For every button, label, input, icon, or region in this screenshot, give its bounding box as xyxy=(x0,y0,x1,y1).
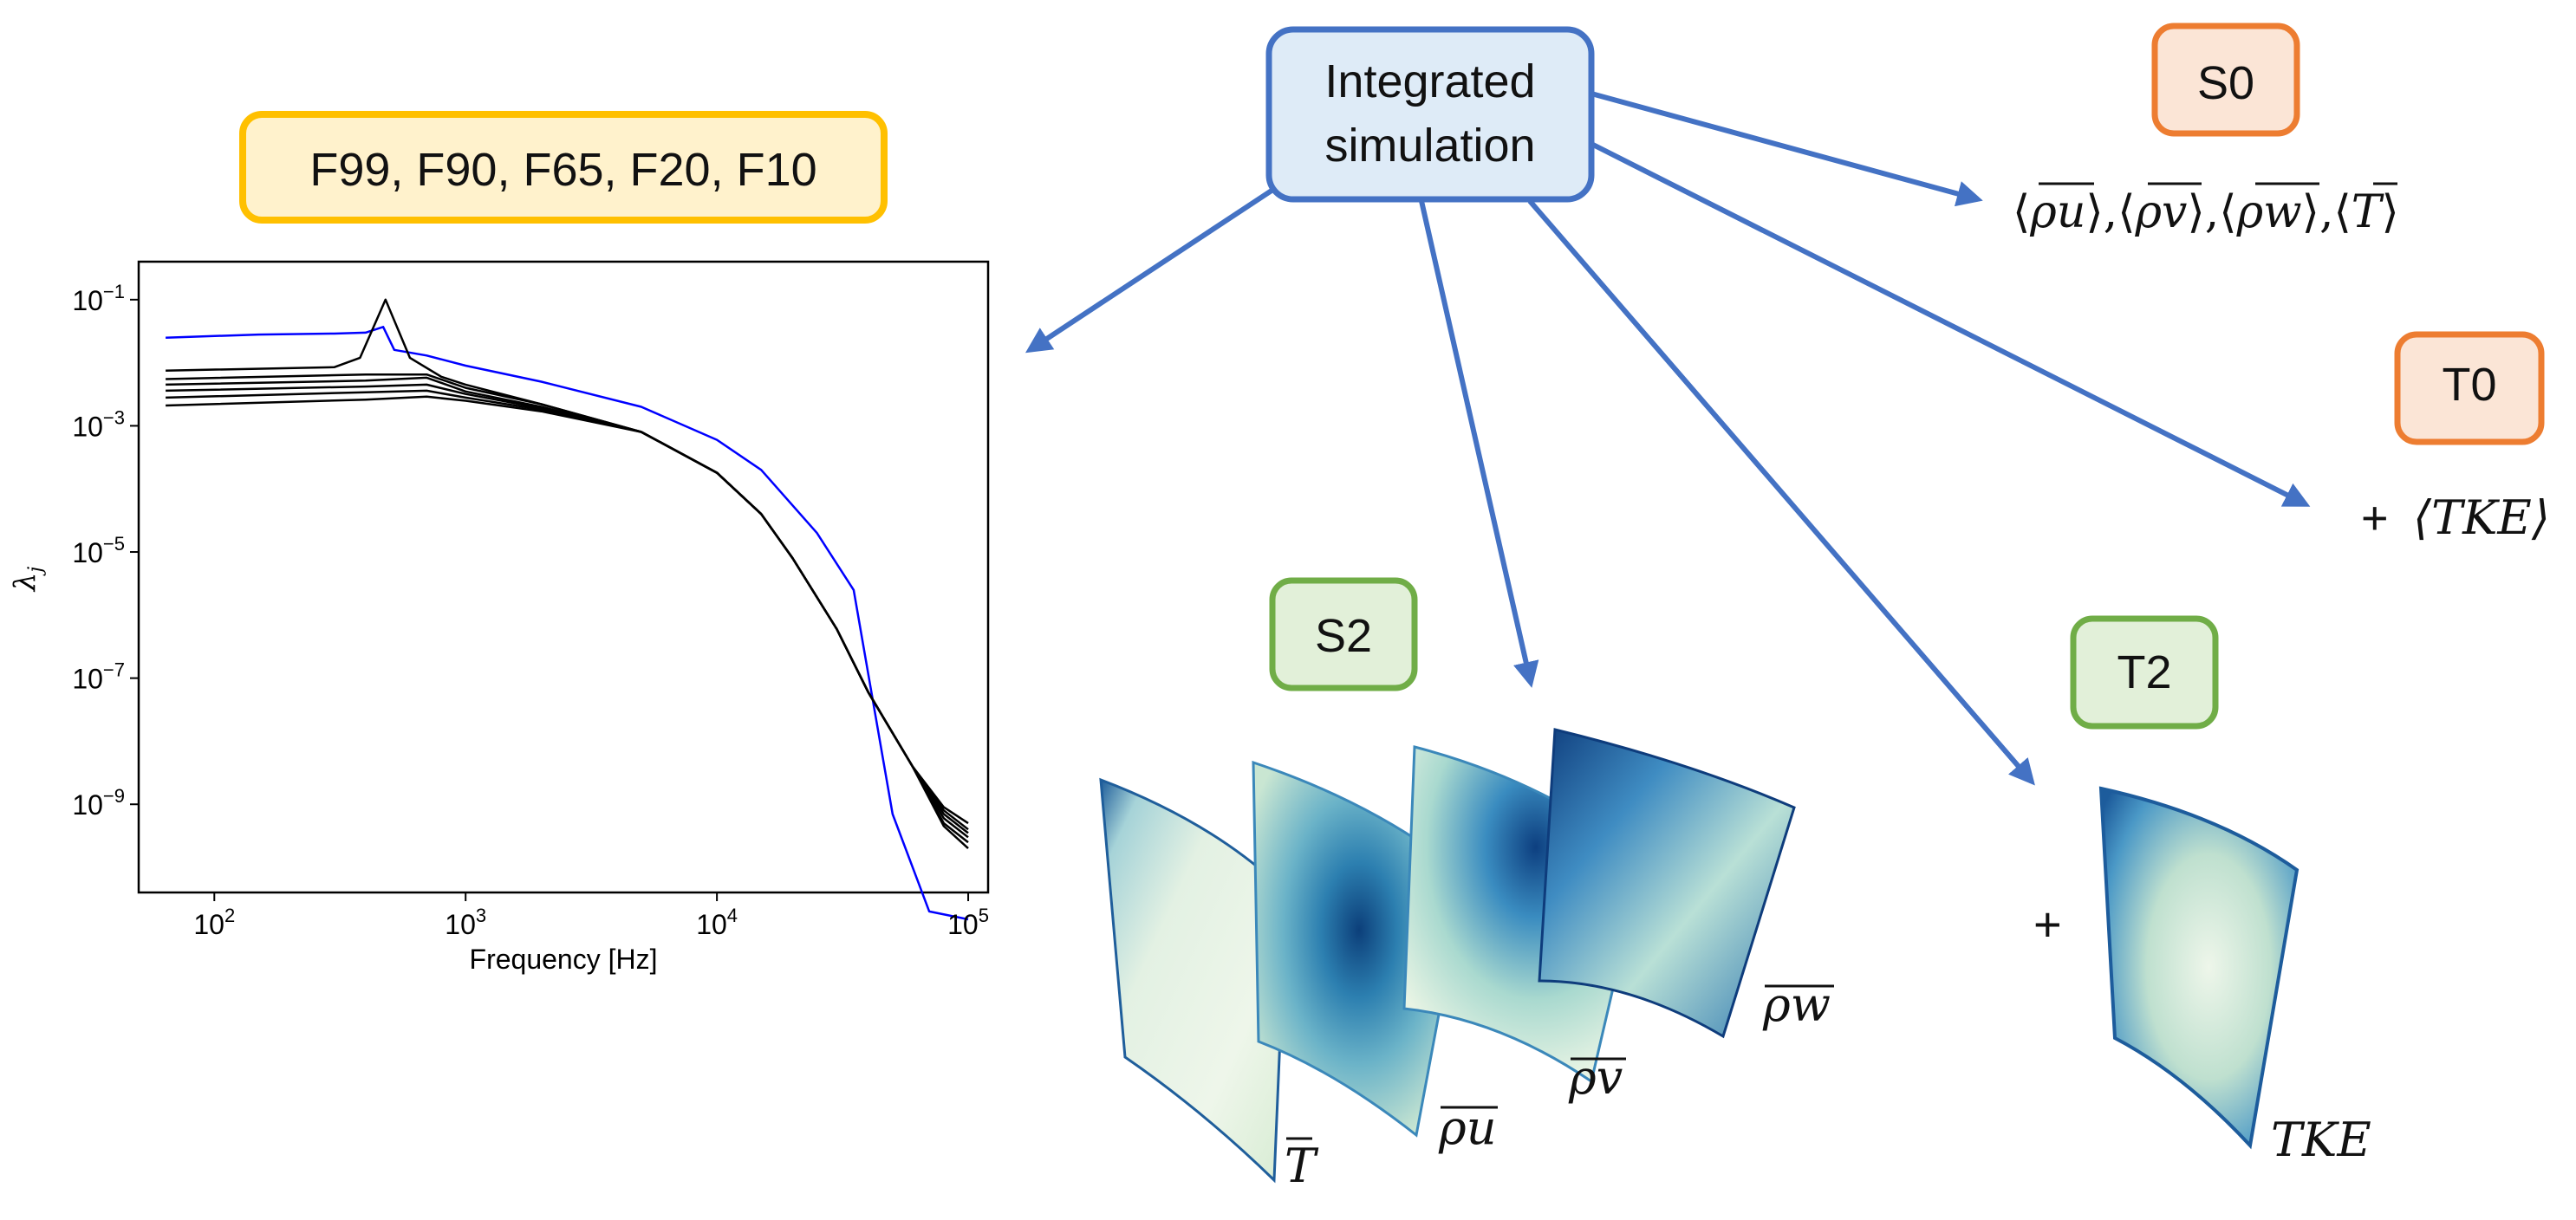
chart-x-ticks: 102 103 104 105 xyxy=(193,892,989,940)
chart-series-group xyxy=(166,298,969,921)
s0-sep-3: , xyxy=(2319,186,2334,238)
t0-box: T0 xyxy=(2394,331,2545,445)
chart-x-axis-label: Frequency [Hz] xyxy=(470,944,658,975)
t0-plus: + xyxy=(2361,492,2389,544)
s0-langle-1: ⟨ xyxy=(2013,186,2030,238)
arrow-to-spectrum xyxy=(1025,186,1276,354)
s2-field-labels: T ρu ρv ρw xyxy=(1285,977,1834,1193)
chart-y-tick-label-3: 10−5 xyxy=(72,533,125,568)
chart-series-line-1 xyxy=(166,326,969,921)
t2-label: T2 xyxy=(2117,646,2171,698)
chart-y-axis-symbol: λ xyxy=(8,573,42,594)
chart-y-tick-label-4: 10−7 xyxy=(72,659,125,695)
chart-y-ticks: 10−1 10−3 10−5 10−7 10−9 xyxy=(72,281,139,821)
s0-langle-3: ⟨ xyxy=(2219,186,2236,238)
t2-plus: + xyxy=(2033,897,2062,951)
s0-rangle-1: ⟩ xyxy=(2085,186,2103,238)
chart-x-tick-label-4: 105 xyxy=(947,905,989,940)
t0-label: T0 xyxy=(2442,359,2496,411)
s0-rho-u: ρu xyxy=(2029,186,2085,238)
s0-label: S0 xyxy=(2197,57,2254,109)
field-label-T: T xyxy=(1285,1139,1319,1193)
field-label-rho-u: ρu xyxy=(1438,1100,1497,1155)
s0-rangle-2: ⟩ xyxy=(2187,186,2204,238)
chart-y-axis-label: λj xyxy=(8,567,47,594)
chart-y-tick-label-2: 10−3 xyxy=(72,406,125,442)
t0-expression: + ⟨TKE⟩ xyxy=(2361,490,2550,545)
s0-rangle-3: ⟩ xyxy=(2302,186,2319,238)
s2-field-panels xyxy=(1099,728,1796,1184)
s0-box: S0 xyxy=(2151,23,2300,137)
s0-langle-4: ⟨ xyxy=(2333,186,2351,238)
central-title-line1: Integrated xyxy=(1324,55,1535,107)
t2-box: T2 xyxy=(2070,615,2219,730)
s0-rho-w: ρw xyxy=(2236,186,2302,238)
chart-x-tick-label-2: 103 xyxy=(445,905,486,940)
s0-rho-v: ρv xyxy=(2134,186,2187,238)
s0-rangle-4: ⟩ xyxy=(2381,186,2398,238)
s0-langle-2: ⟨ xyxy=(2117,186,2135,238)
field-panel-tke xyxy=(2098,786,2300,1150)
arrow-to-s2-fields xyxy=(1419,200,1539,688)
arrows xyxy=(1025,91,2311,786)
chart-y-tick-label-1: 10−1 xyxy=(72,281,125,316)
arrow-to-t2-field xyxy=(1527,199,2035,786)
chart-y-tick-label-5: 10−9 xyxy=(72,785,125,821)
s0-expression: ⟨ρu⟩,⟨ρv⟩,⟨ρw⟩,⟨T⟩ xyxy=(2013,182,2399,238)
s0-T: T xyxy=(2352,186,2384,238)
frequency-label-box: F99, F90, F65, F20, F10 xyxy=(239,111,888,224)
field-label-tke: TKE xyxy=(2271,1113,2371,1167)
chart-series-line-7 xyxy=(166,395,969,850)
s2-box: S2 xyxy=(1269,577,1418,691)
integrated-simulation-box: Integrated simulation xyxy=(1265,26,1595,203)
s0-sep-1: , xyxy=(2104,186,2118,238)
spectrum-chart: 102 103 104 105 10−1 10−3 10−5 10−7 10−9 Freque… xyxy=(8,260,990,975)
t2-field: + TKE xyxy=(2033,786,2371,1167)
s0-sep-2: , xyxy=(2205,186,2220,238)
arrow-to-t0 xyxy=(1590,141,2311,507)
chart-plot-frame xyxy=(137,260,990,894)
arrow-to-s0 xyxy=(1590,91,1983,207)
s2-label: S2 xyxy=(1315,610,1372,662)
chart-x-tick-label-3: 104 xyxy=(696,905,738,940)
t0-tke-mean: ⟨TKE⟩ xyxy=(2413,490,2550,545)
field-panel-rho-w xyxy=(1538,728,1796,1039)
central-title-line2: simulation xyxy=(1324,120,1535,172)
s0-expression-text: ⟨ρu⟩,⟨ρv⟩,⟨ρw⟩,⟨T⟩ xyxy=(2013,186,2399,238)
frequency-label: F99, F90, F65, F20, F10 xyxy=(309,144,816,196)
chart-x-tick-label-1: 102 xyxy=(193,905,235,940)
